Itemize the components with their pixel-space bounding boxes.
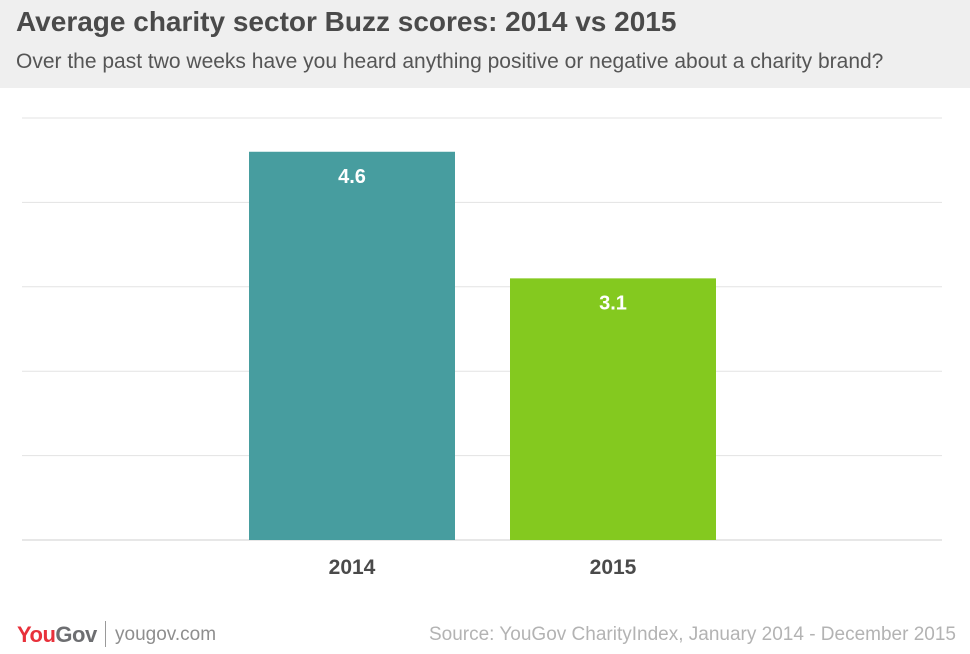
footer: YouGov yougov.com Source: YouGov Charity… xyxy=(0,612,970,654)
footer-divider xyxy=(105,621,106,647)
chart-header: Average charity sector Buzz scores: 2014… xyxy=(0,0,970,88)
x-tick-2014: 2014 xyxy=(329,556,376,579)
bar-2014 xyxy=(249,151,455,540)
x-axis-tick-labels: 2014 2015 xyxy=(329,556,637,579)
chart-subtitle: Over the past two weeks have you heard a… xyxy=(16,50,884,73)
source-note: Source: YouGov CharityIndex, January 201… xyxy=(428,624,956,645)
gridlines xyxy=(22,117,942,541)
yougov-logo: YouGov xyxy=(17,622,97,648)
data-labels: 4.6 3.1 xyxy=(338,166,627,315)
bar-2015 xyxy=(510,278,716,540)
data-label-2015: 3.1 xyxy=(599,292,627,314)
bars xyxy=(249,151,716,540)
chart-title: Average charity sector Buzz scores: 2014… xyxy=(16,6,677,37)
data-label-2014: 4.6 xyxy=(338,166,366,188)
bar-chart: 4.6 3.1 2014 2015 xyxy=(22,117,942,579)
logo-gov: Gov xyxy=(55,622,97,647)
site-link: yougov.com xyxy=(115,624,217,645)
x-tick-2015: 2015 xyxy=(590,556,637,579)
logo-you: You xyxy=(17,622,56,647)
